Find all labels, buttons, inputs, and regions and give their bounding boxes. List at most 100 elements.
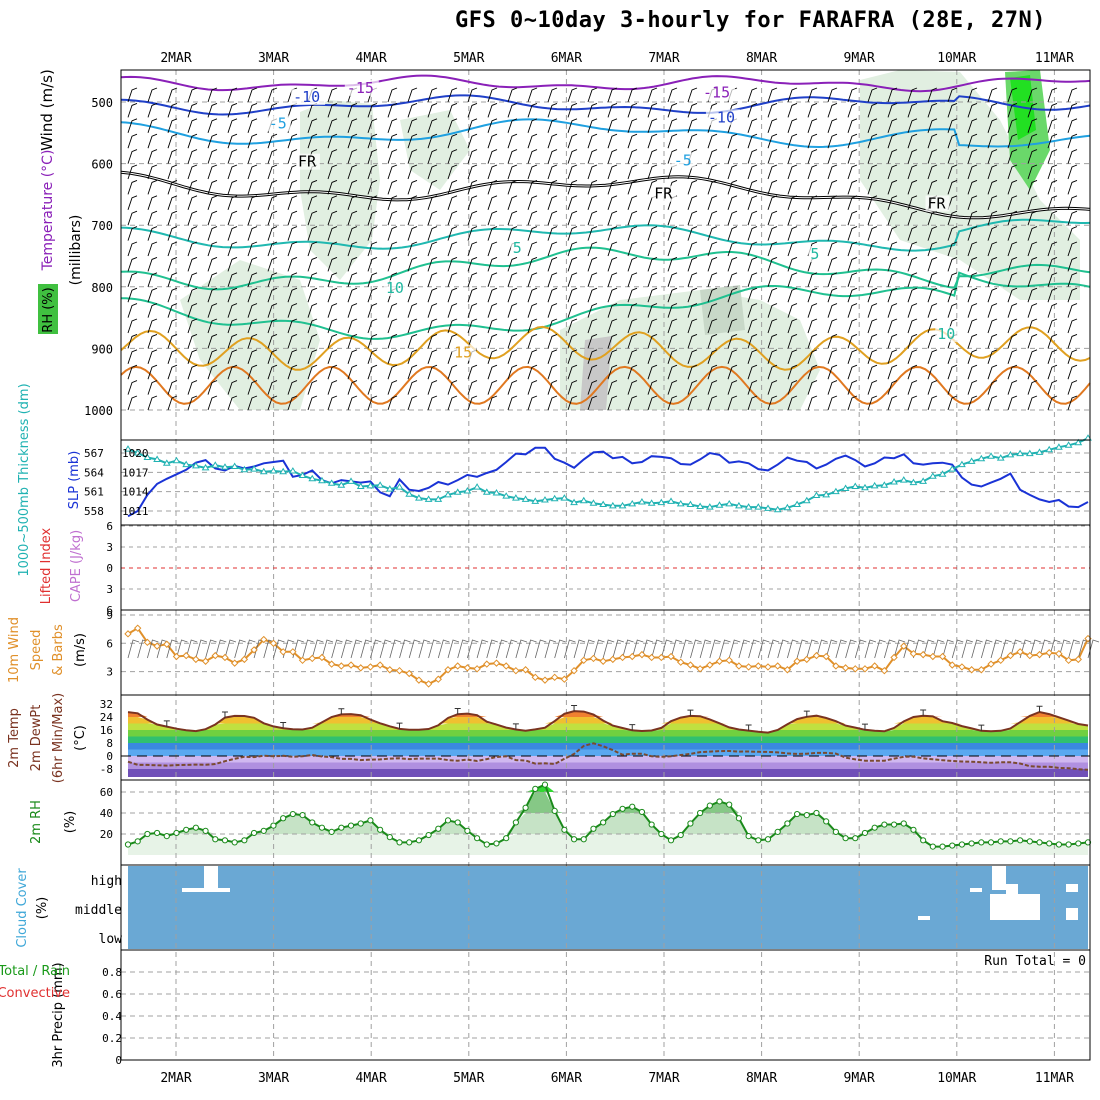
wind-barb: [807, 179, 818, 195]
wind-barb: [347, 226, 358, 241]
wind-barb: [267, 164, 278, 180]
wind-barb: [627, 133, 638, 149]
contour-label-bg: [925, 195, 950, 212]
wind-barb: [847, 256, 858, 272]
cloud-clear-patch: [1066, 908, 1078, 920]
wind-barb: [987, 349, 998, 364]
temp-minmax: [745, 724, 752, 731]
wind10-point: [764, 663, 772, 671]
wind-barb: [887, 195, 898, 210]
rh2m-point: [280, 815, 287, 822]
wind-barb: [1047, 272, 1058, 287]
wind-barb: [887, 395, 898, 411]
temp-band: [128, 762, 1088, 769]
wind10-point: [832, 662, 840, 670]
wind-barb: [267, 210, 278, 226]
wind-barb: [147, 287, 158, 303]
wind-barb: [327, 87, 338, 103]
wind-barb: [1027, 364, 1038, 380]
wind-barb: [587, 380, 598, 395]
wind10-ylabel: & Barbs: [51, 624, 66, 676]
wind-barb: [207, 241, 218, 257]
wind-barb: [707, 164, 718, 180]
wind-barb: [227, 256, 238, 272]
wind-barb: [807, 226, 818, 241]
thickness-point: [1045, 445, 1054, 453]
wind-barb: [587, 164, 598, 180]
wind10-point: [754, 662, 763, 670]
wind-barb: [867, 102, 878, 118]
thickness-point: [967, 457, 976, 464]
wind-barb: [627, 226, 638, 241]
wind-barb: [787, 241, 798, 257]
rh-tick-label: 20: [100, 828, 113, 841]
wind-barb: [887, 87, 898, 103]
thickness-tick-label: 558: [84, 505, 104, 518]
wind-barb: [587, 87, 598, 103]
wind-barb: [807, 333, 818, 349]
wind-barb: [487, 149, 498, 164]
wind-barb: [167, 380, 178, 395]
wind-barb: [827, 318, 838, 334]
rh2m-point: [852, 835, 859, 842]
ua-ylabel-temp: Temperature (°C): [40, 150, 56, 272]
rh2m-point: [939, 843, 946, 850]
wind-barb: [267, 102, 278, 118]
wind-barb: [347, 241, 358, 257]
wind-barb: [207, 149, 218, 164]
thickness-point: [948, 465, 957, 472]
wind-barb: [787, 210, 798, 226]
wind10-point: [201, 657, 210, 665]
wind10-barb: [951, 639, 964, 659]
wind-barb: [747, 395, 758, 411]
wind-barb: [1027, 179, 1038, 195]
wind-barb: [387, 395, 398, 411]
wind10-barb: [641, 639, 654, 659]
wind-barb: [567, 195, 578, 210]
wind-barb: [627, 87, 638, 103]
wind-barb: [1047, 287, 1058, 303]
wind-barb: [847, 164, 858, 180]
wind-barb: [167, 133, 178, 149]
contour-label-bg: [266, 115, 291, 132]
thickness-point: [279, 467, 288, 475]
wind-barb: [367, 364, 378, 380]
wind-barb: [207, 380, 218, 395]
wind-barb: [567, 395, 578, 411]
wind-barb: [867, 349, 878, 364]
slp-tick-label: 1017: [122, 466, 149, 479]
wind-barb: [207, 395, 218, 411]
wind-barb: [327, 364, 338, 380]
wind-barb: [207, 349, 218, 364]
wind-barb: [307, 256, 318, 272]
thickness-point: [211, 461, 220, 468]
wind-barb: [127, 241, 138, 257]
rh2m-point: [338, 824, 345, 831]
rh2m-point: [386, 834, 393, 841]
wind-barb: [127, 395, 138, 411]
wind-barb: [1067, 149, 1078, 164]
contour-label-bg: [291, 89, 326, 105]
thickness-point: [715, 501, 724, 508]
stability-tick-label: 3: [106, 541, 113, 554]
wind-barb: [287, 380, 298, 395]
wind-barb: [687, 118, 698, 133]
wind10-barb: [728, 639, 741, 659]
precip-convective-label: Convective: [0, 986, 70, 1001]
wind-barb: [947, 102, 958, 118]
temp-band: [128, 730, 1088, 737]
wind-barb: [867, 395, 878, 411]
wind-barb: [527, 287, 538, 303]
wind-barb: [687, 226, 698, 241]
isotherm-5: [120, 218, 1091, 252]
wind-barb: [187, 149, 198, 164]
wind-barb: [967, 256, 978, 272]
wind10-point: [773, 662, 782, 670]
wind-barb: [407, 241, 418, 257]
wind-barb: [327, 333, 338, 349]
temp-band: [128, 756, 1088, 763]
wind-barb: [627, 303, 638, 318]
rh-tick-label: 60: [100, 786, 113, 799]
wind-barb: [627, 241, 638, 257]
wind-barb: [447, 87, 458, 103]
